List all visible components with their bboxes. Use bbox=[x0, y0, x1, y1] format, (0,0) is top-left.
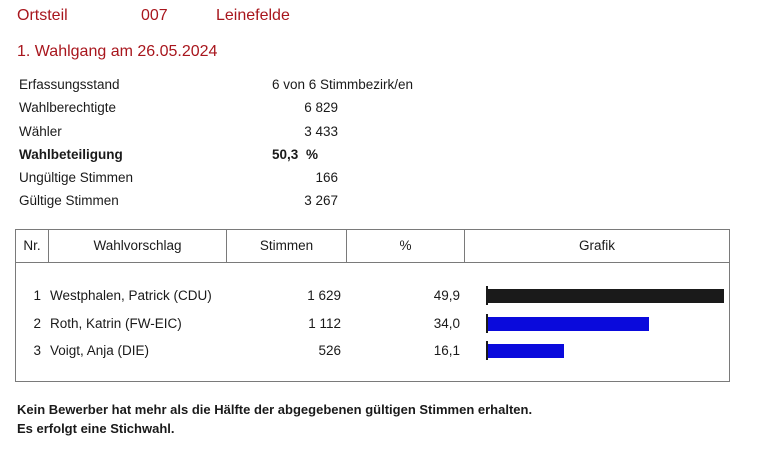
row-candidate: Roth, Katrin (FW-EIC) bbox=[50, 315, 182, 331]
result-note-line2: Es erfolgt eine Stichwahl. bbox=[17, 421, 175, 436]
vote-share-bar bbox=[488, 344, 565, 358]
row-votes: 1 629 bbox=[307, 288, 341, 303]
row-bar-area bbox=[486, 337, 726, 364]
row-candidate: Westphalen, Patrick (CDU) bbox=[50, 288, 212, 303]
header-nr: Nr. bbox=[16, 230, 49, 262]
bar-axis bbox=[486, 286, 488, 305]
election-round-title: 1. Wahlgang am 26.05.2024 bbox=[17, 43, 218, 60]
row-votes: 526 bbox=[318, 343, 341, 358]
row-percent: 16,1 bbox=[433, 343, 460, 358]
statistics-block: Erfassungsstand 6 von 6 Stimmbezirk/en Wah… bbox=[19, 77, 479, 217]
row-percent: 34,0 bbox=[433, 315, 460, 331]
stat-value: 166 bbox=[315, 170, 338, 186]
stat-row: Wahlberechtigte 6 829 bbox=[19, 100, 479, 123]
stat-row: Erfassungsstand 6 von 6 Stimmbezirk/en bbox=[19, 77, 479, 100]
stat-unit: % bbox=[306, 146, 319, 162]
row-candidate: Voigt, Anja (DIE) bbox=[50, 343, 150, 358]
results-table: Nr. Wahlvorschlag Stimmen % Grafik 1 West… bbox=[15, 229, 730, 382]
header-candidate: Wahlvorschlag bbox=[49, 230, 227, 262]
stat-row: Ungültige Stimmen 166 bbox=[19, 170, 479, 193]
bar-axis bbox=[486, 341, 488, 360]
row-nr: 3 bbox=[33, 343, 41, 358]
stat-row: Wahlbeteiligung 50,3% bbox=[19, 147, 479, 170]
row-votes: 1 112 bbox=[308, 315, 341, 331]
table-row: 1 Westphalen, Patrick (CDU) 1 629 49,9 bbox=[16, 282, 729, 309]
stat-label: Erfassungsstand bbox=[19, 77, 120, 92]
row-bar-area bbox=[486, 282, 726, 309]
header-chart: Grafik bbox=[578, 238, 615, 253]
vote-share-bar bbox=[488, 316, 649, 331]
row-nr: 2 bbox=[33, 315, 41, 331]
stat-row: Gültige Stimmen 3 267 bbox=[19, 193, 479, 216]
stat-label: Wahlbeteiligung bbox=[19, 146, 123, 162]
stat-label: Wahlberechtigte bbox=[19, 100, 117, 116]
result-note: Kein Bewerber hat mehr als die Hälfte de… bbox=[17, 400, 532, 438]
row-bar-area bbox=[486, 310, 726, 337]
bar-axis bbox=[486, 313, 488, 333]
stat-label: Gültige Stimmen bbox=[19, 193, 119, 209]
vote-share-bar bbox=[488, 289, 724, 303]
stat-row: Wähler 3 433 bbox=[19, 124, 479, 147]
stat-value: 3 433 bbox=[304, 123, 338, 139]
header-percent: % bbox=[347, 230, 465, 262]
district-label: Ortsteil bbox=[17, 7, 68, 24]
result-note-line1: Kein Bewerber hat mehr als die Hälfte de… bbox=[17, 402, 533, 417]
stat-value: 3 267 bbox=[304, 193, 338, 209]
stat-label: Wähler bbox=[19, 123, 62, 139]
header-votes: Stimmen bbox=[227, 230, 347, 262]
stat-label: Ungültige Stimmen bbox=[19, 170, 134, 186]
table-header: Nr. Wahlvorschlag Stimmen % Grafik bbox=[16, 230, 729, 263]
stat-value: 50,3 bbox=[272, 146, 299, 162]
stat-value: 6 829 bbox=[304, 100, 338, 116]
row-nr: 1 bbox=[33, 288, 41, 303]
table-row: 2 Roth, Katrin (FW-EIC) 1 112 34,0 bbox=[16, 310, 729, 337]
table-row: 3 Voigt, Anja (DIE) 526 16,1 bbox=[16, 337, 729, 364]
row-percent: 49,9 bbox=[433, 288, 460, 303]
stat-value: 6 von 6 Stimmbezirk/en bbox=[272, 77, 414, 92]
district-number: 007 bbox=[141, 7, 168, 24]
district-name: Leinefelde bbox=[216, 7, 290, 24]
